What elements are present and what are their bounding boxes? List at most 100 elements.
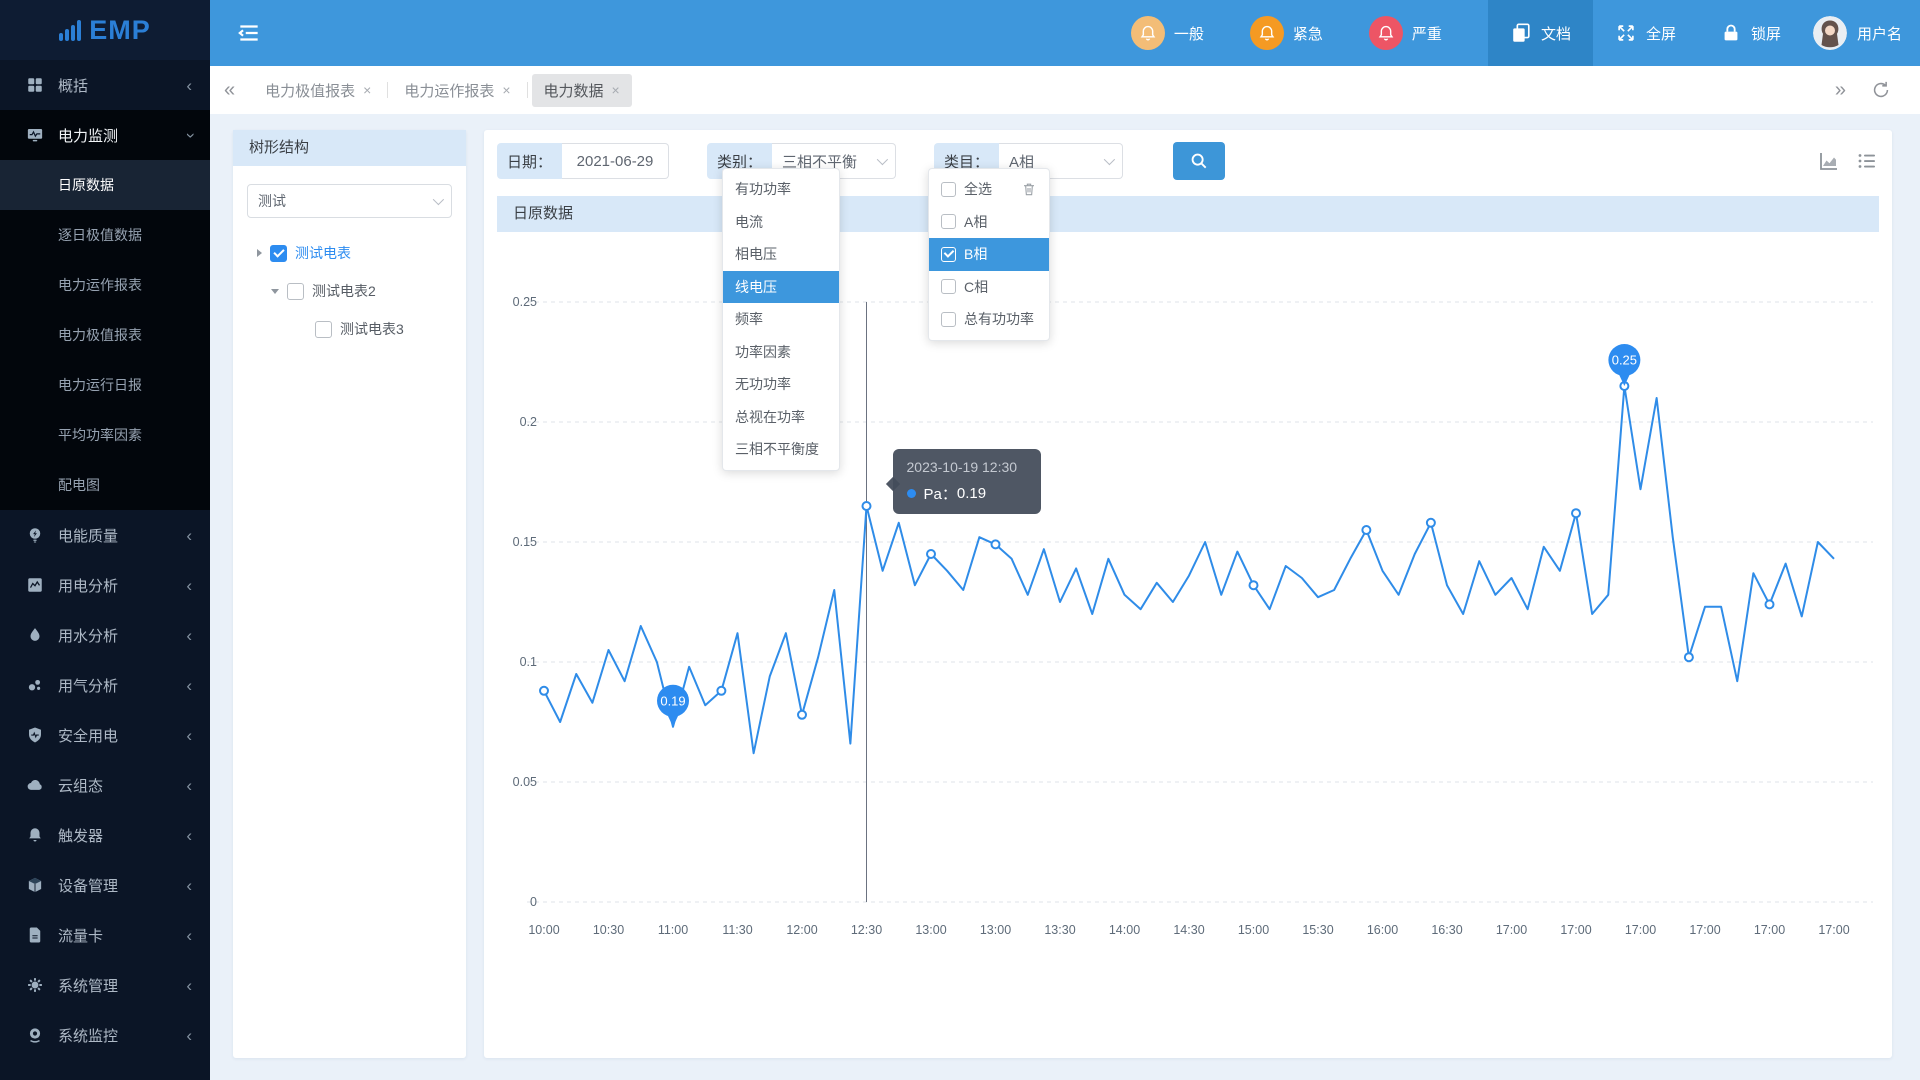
dropdown-option[interactable]: A相 (929, 206, 1049, 239)
sidebar-item[interactable]: 流量卡 ‹ (0, 910, 210, 960)
close-icon[interactable]: × (611, 82, 620, 98)
dropdown-option[interactable]: 频率 (735, 311, 763, 328)
sidebar-item[interactable]: 云组态 ‹ (0, 760, 210, 810)
camera-icon (26, 1026, 44, 1044)
tree-node[interactable]: 测试电表3 (233, 310, 466, 348)
sidebar-menu: 概括 ‹ 电力监测 ‹ 日原数据逐日极值数据 电力运作报表 电力极值报表 电力运行日报 平均功率… (0, 60, 210, 1060)
chevron-down-icon: ‹ (179, 132, 199, 138)
user-menu[interactable]: 用户名 (1803, 16, 1920, 50)
sidebar-subitem[interactable]: 电力运作报表 (58, 277, 142, 293)
date-input[interactable] (572, 151, 659, 171)
bell-icon (1368, 16, 1403, 50)
sidebar-subitem[interactable]: 配电图 (58, 477, 100, 493)
checkbox[interactable] (941, 214, 956, 230)
close-icon[interactable]: × (502, 82, 511, 98)
dropdown-option[interactable]: 三相不平衡度 (735, 441, 819, 458)
close-icon[interactable]: × (363, 82, 372, 98)
sidebar-item[interactable]: 概括 ‹ (0, 60, 210, 110)
item-select[interactable]: A相 (999, 143, 1124, 179)
checkbox[interactable] (287, 282, 304, 300)
chart-canvas: 0.25 0.2 0.15 0.1 0.05 0 10:00 10:30 11:00 11:30 1… (513, 295, 1873, 937)
checkbox[interactable] (315, 320, 332, 338)
dropdown-option[interactable]: 相电压 (735, 246, 777, 263)
checkbox[interactable] (941, 246, 956, 262)
alarm-一般[interactable]: 一般 (1130, 16, 1204, 50)
gear-icon (26, 976, 44, 994)
sidebar-subitem[interactable]: 日原数据 (0, 160, 210, 210)
chart-view-icon[interactable] (1817, 149, 1841, 173)
sidebar-item[interactable]: 电能质量 ‹ (0, 510, 210, 560)
tabs-scroll-left-icon[interactable]: « (224, 79, 236, 101)
alarm-紧急[interactable]: 紧急 (1249, 16, 1323, 50)
dropdown-option[interactable]: 电流 (735, 213, 763, 230)
dropdown-option[interactable]: 功率因素 (735, 343, 791, 360)
tree-node[interactable]: 测试电表2 (233, 272, 466, 310)
app-logo: EMP (0, 0, 210, 60)
dropdown-option[interactable]: 无功功率 (735, 376, 791, 393)
topbar-action-全屏[interactable]: 全屏 (1593, 0, 1698, 66)
dropdown-option[interactable]: 有功功率 (735, 181, 791, 198)
dropdown-option[interactable]: B相 (929, 238, 1049, 271)
list-view-icon[interactable] (1855, 149, 1879, 173)
svg-text:15:30: 15:30 (1302, 923, 1333, 937)
dropdown-option[interactable]: 线电压 (723, 270, 839, 303)
menu-toggle-icon[interactable] (236, 20, 262, 46)
tab-list: 电力极值报表 × 电力运作报表 × 电力数据 × (249, 66, 636, 114)
dropdown-option[interactable]: 总有功功率 (929, 303, 1049, 336)
chevron-left-icon: ‹ (186, 75, 192, 95)
tooltip-datetime: 2023-10-19 12:30 (906, 459, 1018, 475)
sidebar-subitem[interactable]: 电力运行日报 (58, 377, 142, 393)
tab-电力极值报表[interactable]: 电力极值报表 × (265, 82, 372, 100)
sidebar-item-label: 电力监测 (58, 127, 119, 145)
tree-node-label: 测试电表3 (340, 321, 404, 337)
tree-node[interactable]: 测试电表 (233, 234, 466, 272)
search-button[interactable] (1173, 142, 1226, 180)
sidebar-item[interactable]: 用气分析 ‹ (0, 660, 210, 710)
chevron-left-icon: ‹ (186, 575, 192, 595)
sidebar-subitem[interactable]: 逐日极值数据 (58, 227, 142, 243)
sidebar-item[interactable]: 触发器 ‹ (0, 810, 210, 860)
svg-text:12:30: 12:30 (851, 923, 882, 937)
checkbox[interactable] (270, 244, 287, 262)
sidebar-item[interactable]: 用水分析 ‹ (0, 610, 210, 660)
topbar-action-文档[interactable]: 文档 (1487, 0, 1593, 66)
tree-select[interactable]: 测试 (247, 184, 452, 218)
tree-node-label: 测试电表 (295, 245, 351, 261)
sidebar-item-label: 触发器 (58, 827, 104, 845)
grid-icon (26, 76, 44, 94)
bell-icon (1130, 16, 1165, 50)
checkbox[interactable] (941, 311, 956, 327)
tab-电力运作报表[interactable]: 电力运作报表 × (404, 82, 511, 100)
tab-电力数据[interactable]: 电力数据 × (531, 73, 632, 107)
dropdown-option[interactable]: 全选 (929, 173, 1049, 206)
trash-icon[interactable] (1021, 181, 1037, 197)
tabs-scroll-right-icon[interactable]: » (1834, 79, 1846, 101)
sidebar-subitem[interactable]: 电力极值报表 (58, 327, 142, 343)
checkbox[interactable] (941, 181, 956, 197)
sidebar-item-label: 系统管理 (58, 977, 119, 995)
tab-separator (526, 82, 528, 98)
sidebar-item[interactable]: 系统管理 ‹ (0, 960, 210, 1010)
bell-icon (1249, 16, 1284, 50)
alarm-严重[interactable]: 严重 (1368, 16, 1442, 50)
refresh-icon[interactable] (1870, 79, 1892, 101)
tree-caret-icon[interactable] (271, 288, 279, 294)
sim-icon (26, 926, 44, 944)
bulb-icon (26, 526, 44, 544)
svg-text:0.15: 0.15 (513, 535, 537, 549)
sidebar-item[interactable]: 用电分析 ‹ (0, 560, 210, 610)
sidebar-item[interactable]: 安全用电 ‹ (0, 710, 210, 760)
sidebar-item-label: 云组态 (58, 777, 104, 795)
tree-caret-icon[interactable] (257, 249, 262, 257)
sidebar-item[interactable]: 设备管理 ‹ (0, 860, 210, 910)
topbar-action-锁屏[interactable]: 锁屏 (1698, 0, 1803, 66)
svg-text:12:00: 12:00 (786, 923, 817, 937)
checkbox[interactable] (941, 279, 956, 295)
line-chart[interactable]: 0.25 0.2 0.15 0.1 0.05 0 10:00 10:30 11:00 11:30 1… (497, 222, 1879, 982)
sidebar-item[interactable]: 电力监测 ‹ (0, 110, 210, 160)
dropdown-option[interactable]: 总视在功率 (735, 408, 805, 425)
sidebar-item[interactable]: 系统监控 ‹ (0, 1010, 210, 1060)
dropdown-option[interactable]: C相 (929, 271, 1049, 304)
sidebar-subitem[interactable]: 平均功率因素 (58, 427, 142, 443)
chevron-left-icon: ‹ (186, 825, 192, 845)
